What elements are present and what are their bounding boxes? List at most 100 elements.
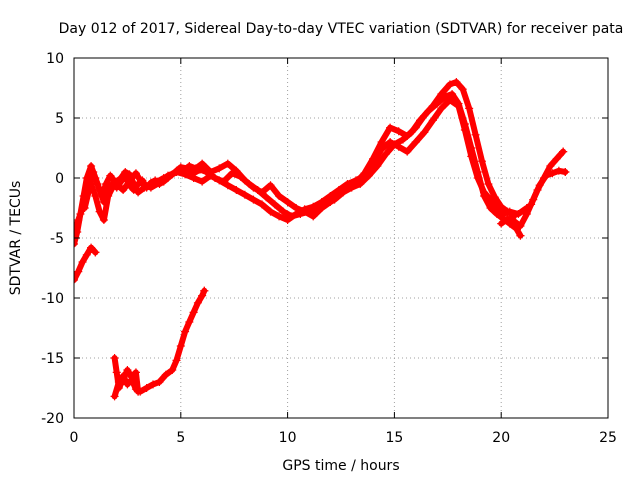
data-point-marker (181, 327, 190, 336)
data-point-marker (473, 174, 482, 182)
data-point-marker (232, 166, 241, 175)
data-point-marker (193, 298, 202, 307)
series-trace (111, 287, 208, 400)
data-point-marker (114, 384, 123, 392)
x-tick-label: 0 (70, 430, 79, 446)
data-point-marker (223, 159, 232, 168)
data-point-marker (458, 85, 467, 94)
data-point-marker (386, 138, 395, 146)
data-point-marker (497, 219, 506, 228)
data-point-marker (116, 174, 125, 182)
data-point-marker (309, 202, 318, 211)
data-point-marker-end (91, 248, 100, 257)
data-point-marker (121, 168, 130, 176)
data-point-marker (522, 210, 531, 218)
data-point-marker-end (561, 168, 570, 176)
data-point-marker (80, 204, 89, 212)
data-point-marker (82, 250, 91, 259)
data-point-marker (420, 128, 429, 137)
y-tick-label: 5 (55, 111, 64, 127)
data-point-marker (492, 204, 501, 212)
data-point-marker (163, 171, 172, 180)
data-point-marker (110, 354, 119, 362)
data-point-marker (191, 164, 200, 173)
data-point-marker (99, 216, 108, 224)
data-point-marker (360, 171, 369, 180)
data-point-marker (142, 384, 151, 392)
data-point-marker (198, 159, 207, 168)
data-point-marker (420, 111, 429, 120)
data-point-marker (89, 168, 98, 176)
data-point-marker (181, 170, 190, 179)
data-point-marker (334, 186, 343, 194)
data-point-marker (93, 180, 102, 188)
data-point-marker (480, 188, 489, 197)
data-point-marker-end (200, 286, 209, 295)
axis-ticks: 0 5 10 15 20 25 -20 -15 -10 -5 0 5 10 (41, 51, 617, 446)
data-point-marker (185, 162, 194, 170)
data-point-marker (510, 217, 519, 226)
y-tick-label: 10 (46, 51, 64, 67)
data-point-marker (87, 162, 96, 170)
data-point-marker (275, 192, 284, 200)
data-point-marker (292, 210, 301, 218)
data-point-marker (249, 195, 258, 204)
data-point-marker (74, 276, 78, 284)
data-point-marker (172, 168, 181, 176)
data-point-marker (87, 243, 96, 252)
y-tick-label: 0 (55, 171, 64, 187)
data-point-marker (84, 186, 93, 194)
data-point-marker (403, 147, 412, 156)
data-point-marker (168, 366, 177, 374)
data-point-marker (514, 210, 523, 218)
data-point-marker (317, 198, 326, 206)
data-point-marker (185, 318, 194, 326)
data-point-marker (471, 130, 480, 139)
data-point-marker (377, 138, 386, 146)
data-point-marker (386, 123, 395, 132)
data-point-marker-end (516, 231, 525, 240)
data-point-marker (411, 123, 420, 132)
data-point-marker (326, 192, 335, 200)
data-point-marker (108, 183, 117, 192)
data-point-marker (161, 370, 170, 379)
x-tick-label: 25 (599, 430, 617, 446)
data-point-marker (533, 186, 542, 194)
data-point-marker (102, 180, 111, 188)
series-trace (74, 244, 99, 283)
data-point-marker (343, 180, 352, 188)
data-point-marker (155, 178, 164, 187)
data-point-marker (499, 210, 508, 218)
data-point-marker (403, 132, 412, 140)
data-point-marker (437, 90, 446, 98)
data-point-marker (223, 181, 232, 190)
data-point-marker (74, 228, 78, 236)
data-point-marker (270, 200, 279, 209)
data-point-marker (377, 145, 386, 154)
data-point-marker (394, 142, 403, 151)
data-point-marker (283, 198, 292, 206)
data-point-marker (106, 171, 115, 180)
data-point-marker (176, 342, 185, 350)
data-point-marker (95, 207, 104, 216)
data-point-marker (74, 216, 83, 224)
data-point-marker (448, 90, 457, 98)
data-point-marker (78, 258, 87, 266)
data-point-marker-end (559, 147, 568, 156)
data-point-marker (465, 104, 474, 113)
data-point-marker (275, 212, 284, 221)
data-point-marker (189, 308, 198, 317)
data-point-marker (198, 177, 207, 186)
data-point-marker (445, 96, 454, 104)
data-point-marker (112, 180, 121, 188)
data-point-marker (428, 102, 437, 110)
data-point-marker (467, 152, 476, 161)
data-point-marker (74, 267, 83, 276)
data-point-marker (232, 186, 241, 194)
data-point-marker (262, 193, 271, 202)
data-point-marker (460, 126, 469, 134)
x-axis-label: GPS time / hours (282, 458, 399, 474)
data-point-marker (279, 207, 288, 216)
x-tick-label: 10 (279, 430, 297, 446)
data-point-marker (505, 207, 514, 216)
